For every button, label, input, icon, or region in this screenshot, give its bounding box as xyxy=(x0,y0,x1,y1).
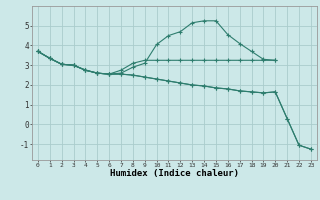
X-axis label: Humidex (Indice chaleur): Humidex (Indice chaleur) xyxy=(110,169,239,178)
